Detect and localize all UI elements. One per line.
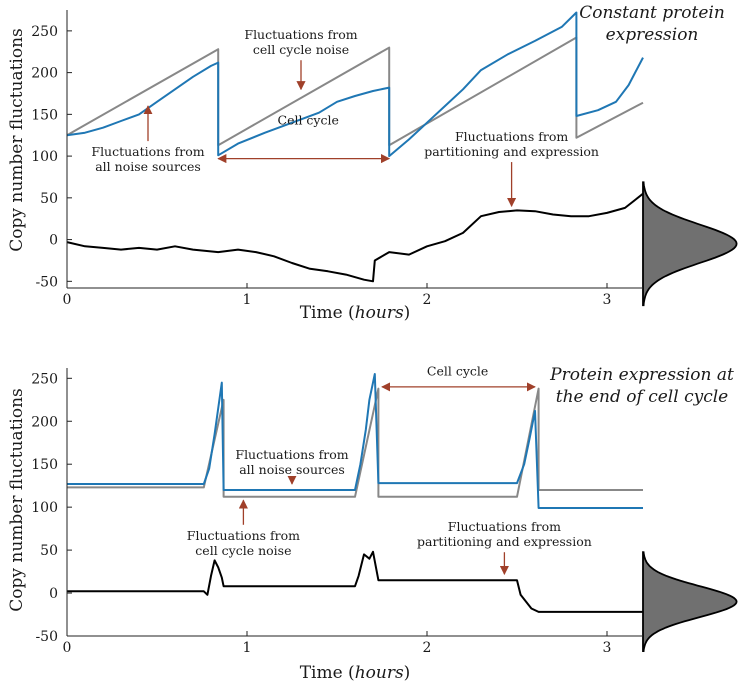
bottom-annotation-1-text-0: Fluctuations from bbox=[235, 447, 348, 462]
bottom-x-tick-label: 2 bbox=[423, 640, 432, 656]
bottom-chart-title-line-1: Protein expression at bbox=[549, 365, 734, 385]
bottom-series-gray-line bbox=[67, 387, 643, 498]
top-y-tick-label: -50 bbox=[35, 274, 58, 290]
top-axes-layer: 0 1 2 3 -50 0 50 100 150 200 250 bbox=[31, 10, 643, 308]
top-annotation-3-text-0: Fluctuations from bbox=[455, 129, 568, 144]
top-series-blue-line bbox=[66, 11, 644, 158]
top-series-black-line bbox=[66, 192, 644, 283]
top-y-tick-label: 250 bbox=[31, 24, 58, 40]
top-annotation-2-text-0: Cell cycle bbox=[278, 112, 339, 127]
bottom-y-tick-label: 50 bbox=[40, 543, 58, 559]
top-y-axis-label: Copy number fluctuations bbox=[7, 28, 27, 252]
bottom-annotation-3-text-1: partitioning and expression bbox=[417, 534, 592, 549]
top-annotation-1-text-1: all noise sources bbox=[95, 159, 201, 174]
bottom-annotation-1-text-1: all noise sources bbox=[239, 462, 345, 477]
bottom-y-tick-label: 150 bbox=[31, 457, 58, 473]
top-x-tick-label: 0 bbox=[63, 292, 72, 308]
bottom-series-black-line bbox=[67, 550, 643, 613]
bottom-y-tick-label: 200 bbox=[31, 414, 58, 430]
top-series-layer bbox=[66, 11, 738, 307]
bottom-y-axis-label: Copy number fluctuations bbox=[7, 388, 27, 612]
top-y-tick-label: 200 bbox=[31, 66, 58, 82]
bottom-annotation-2-text-0: Fluctuations from bbox=[187, 528, 300, 543]
top-x-tick-label: 3 bbox=[603, 292, 612, 308]
bottom-y-tick-label: -50 bbox=[35, 629, 58, 645]
bottom-chart-title-line-2: the end of cell cycle bbox=[556, 387, 728, 407]
bottom-annotation-0: Cell cycle bbox=[381, 364, 536, 392]
bottom-x-axis-label: Time (hours) bbox=[300, 663, 411, 683]
top-annotation-0-text-1: cell cycle noise bbox=[253, 42, 349, 57]
bottom-y-tick-label: 250 bbox=[31, 371, 58, 387]
bottom-annotation-0-text-0: Cell cycle bbox=[427, 364, 488, 379]
top-x-tick-label: 2 bbox=[423, 292, 432, 308]
top-annotation-1-text-0: Fluctuations from bbox=[91, 144, 204, 159]
bottom-distribution bbox=[642, 551, 738, 653]
top-y-tick-label: 150 bbox=[31, 107, 58, 123]
bottom-series-layer bbox=[67, 373, 738, 653]
top-y-tick-label: 100 bbox=[31, 149, 58, 165]
top-annotation-2: Cell cycle bbox=[217, 112, 391, 164]
bottom-series-blue-line bbox=[67, 373, 643, 509]
bottom-annotation-3-text-0: Fluctuations from bbox=[448, 519, 561, 534]
top-x-axis-label: Time (hours) bbox=[300, 303, 411, 323]
top-annotation-3-text-1: partitioning and expression bbox=[424, 144, 599, 159]
bottom-x-tick-label: 1 bbox=[243, 640, 252, 656]
top-y-tick-label: 50 bbox=[40, 191, 58, 207]
top-annotation-0-text-0: Fluctuations from bbox=[244, 27, 357, 42]
bottom-y-tick-label: 0 bbox=[49, 586, 58, 602]
bottom-y-tick-label: 100 bbox=[31, 500, 58, 516]
top-distribution bbox=[642, 181, 738, 307]
top-y-tick-label: 0 bbox=[49, 233, 58, 249]
bottom-axes-layer: 0 1 2 3 -50 0 50 100 150 200 250 bbox=[31, 368, 643, 656]
bottom-annotation-2-text-1: cell cycle noise bbox=[195, 543, 291, 558]
bottom-x-tick-label: 3 bbox=[603, 640, 612, 656]
top-chart-title-line-2: expression bbox=[606, 25, 699, 45]
top-x-tick-label: 1 bbox=[243, 292, 252, 308]
top-chart-title-line-1: Constant protein bbox=[579, 3, 725, 23]
bottom-x-tick-label: 0 bbox=[63, 640, 72, 656]
